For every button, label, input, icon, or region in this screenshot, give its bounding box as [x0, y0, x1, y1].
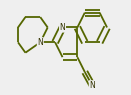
Text: N: N [89, 81, 95, 90]
Text: N: N [37, 38, 43, 47]
Text: N: N [60, 23, 65, 32]
